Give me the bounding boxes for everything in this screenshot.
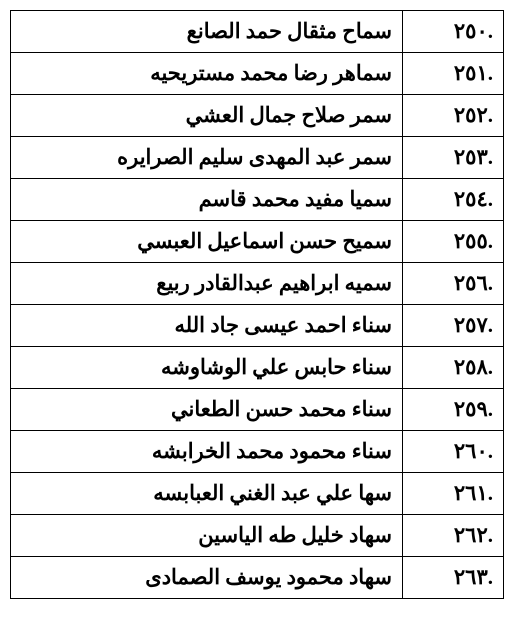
table-row: .٢٥٦سميه ابراهيم عبدالقادر ربيع (11, 263, 504, 305)
names-table: .٢٥٠سماح مثقال حمد الصانع.٢٥١سماهر رضا م… (10, 10, 504, 599)
row-number: .٢٥٨ (403, 347, 504, 389)
table-row: .٢٥٣سمر عبد المهدى سليم الصرايره (11, 137, 504, 179)
row-number: .٢٥٩ (403, 389, 504, 431)
row-name: سهاد محمود يوسف الصمادى (11, 557, 403, 599)
table-row: .٢٥٧سناء احمد عيسى جاد الله (11, 305, 504, 347)
row-number: .٢٥٧ (403, 305, 504, 347)
table-row: .٢٥٩سناء محمد حسن الطعاني (11, 389, 504, 431)
table-row: .٢٦١سها علي عبد الغني العبابسه (11, 473, 504, 515)
table-row: .٢٥١سماهر رضا محمد مستريحيه (11, 53, 504, 95)
names-table-body: .٢٥٠سماح مثقال حمد الصانع.٢٥١سماهر رضا م… (11, 11, 504, 599)
table-row: .٢٥٠سماح مثقال حمد الصانع (11, 11, 504, 53)
table-row: .٢٥٤سميا مفيد محمد قاسم (11, 179, 504, 221)
row-name: سميا مفيد محمد قاسم (11, 179, 403, 221)
table-row: .٢٦٢سهاد خليل طه الياسين (11, 515, 504, 557)
row-name: سماهر رضا محمد مستريحيه (11, 53, 403, 95)
row-number: .٢٦٢ (403, 515, 504, 557)
row-number: .٢٦٣ (403, 557, 504, 599)
row-number: .٢٦٠ (403, 431, 504, 473)
table-row: .٢٥٨سناء حابس علي الوشاوشه (11, 347, 504, 389)
row-number: .٢٥١ (403, 53, 504, 95)
row-name: سميه ابراهيم عبدالقادر ربيع (11, 263, 403, 305)
row-name: سمر صلاح جمال العشي (11, 95, 403, 137)
row-number: .٢٥٣ (403, 137, 504, 179)
row-number: .٢٥٢ (403, 95, 504, 137)
row-number: .٢٥٤ (403, 179, 504, 221)
row-name: سها علي عبد الغني العبابسه (11, 473, 403, 515)
row-number: .٢٥٠ (403, 11, 504, 53)
row-name: سميح حسن اسماعيل العبسي (11, 221, 403, 263)
row-number: .٢٥٥ (403, 221, 504, 263)
row-name: سمر عبد المهدى سليم الصرايره (11, 137, 403, 179)
row-name: سناء محمد حسن الطعاني (11, 389, 403, 431)
table-row: .٢٦٠سناء محمود محمد الخرابشه (11, 431, 504, 473)
row-name: سناء احمد عيسى جاد الله (11, 305, 403, 347)
row-name: سماح مثقال حمد الصانع (11, 11, 403, 53)
table-row: .٢٥٢سمر صلاح جمال العشي (11, 95, 504, 137)
row-name: سناء محمود محمد الخرابشه (11, 431, 403, 473)
table-row: .٢٥٥سميح حسن اسماعيل العبسي (11, 221, 504, 263)
names-table-wrap: .٢٥٠سماح مثقال حمد الصانع.٢٥١سماهر رضا م… (10, 10, 504, 599)
row-name: سهاد خليل طه الياسين (11, 515, 403, 557)
row-number: .٢٦١ (403, 473, 504, 515)
row-number: .٢٥٦ (403, 263, 504, 305)
table-row: .٢٦٣سهاد محمود يوسف الصمادى (11, 557, 504, 599)
row-name: سناء حابس علي الوشاوشه (11, 347, 403, 389)
